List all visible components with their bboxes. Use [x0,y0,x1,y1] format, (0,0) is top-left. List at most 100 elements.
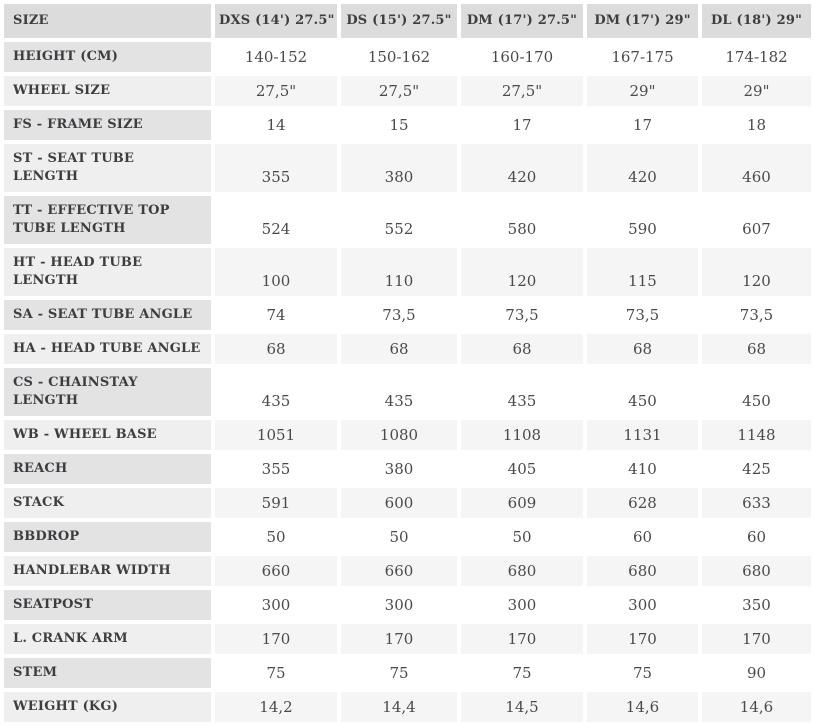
cell: 75 [215,658,337,688]
cell: 170 [461,624,583,654]
cell: 1051 [215,420,337,450]
row-label: REACH [4,454,211,484]
cell: 29" [587,76,698,106]
cell: 580 [461,196,583,244]
cell: 14 [215,110,337,140]
table-row: HANDLEBAR WIDTH 660 660 680 680 680 [4,556,811,586]
table-row: WHEEL SIZE 27,5" 27,5" 27,5" 29" 29" [4,76,811,106]
cell: 435 [461,368,583,416]
table-body: HEIGHT (CM) 140-152 150-162 160-170 167-175 1… [4,42,811,722]
cell: 120 [702,248,811,296]
column-header-dm-29: DM (17') 29" [587,4,698,38]
row-label: L. CRANK ARM [4,624,211,654]
cell: 73,5 [461,300,583,330]
cell: 607 [702,196,811,244]
table-row: HA - HEAD TUBE ANGLE 68 68 68 68 68 [4,334,811,364]
cell: 170 [702,624,811,654]
cell: 174-182 [702,42,811,72]
table-row: CS - CHAINSTAY LENGTH 435 435 435 450 450 [4,368,811,416]
cell: 167-175 [587,42,698,72]
cell: 60 [702,522,811,552]
cell: 300 [461,590,583,620]
cell: 68 [461,334,583,364]
cell: 300 [215,590,337,620]
cell: 60 [587,522,698,552]
cell: 14,4 [341,692,457,722]
cell: 380 [341,454,457,484]
cell: 120 [461,248,583,296]
cell: 75 [461,658,583,688]
cell: 73,5 [587,300,698,330]
cell: 660 [341,556,457,586]
row-label: ST - SEAT TUBE LENGTH [4,144,211,192]
cell: 628 [587,488,698,518]
cell: 150-162 [341,42,457,72]
table-row: ST - SEAT TUBE LENGTH 355 380 420 420 460 [4,144,811,192]
cell: 680 [587,556,698,586]
row-label: SEATPOST [4,590,211,620]
cell: 380 [341,144,457,192]
cell: 140-152 [215,42,337,72]
cell: 75 [587,658,698,688]
cell: 435 [341,368,457,416]
cell: 1080 [341,420,457,450]
cell: 50 [461,522,583,552]
cell: 75 [341,658,457,688]
cell: 14,6 [702,692,811,722]
cell: 609 [461,488,583,518]
row-label: HA - HEAD TUBE ANGLE [4,334,211,364]
table-row: HT - HEAD TUBE LENGTH 100 110 120 115 120 [4,248,811,296]
cell: 633 [702,488,811,518]
cell: 73,5 [341,300,457,330]
cell: 14,6 [587,692,698,722]
cell: 524 [215,196,337,244]
cell: 420 [587,144,698,192]
table-row: STEM 75 75 75 75 90 [4,658,811,688]
cell: 660 [215,556,337,586]
cell: 425 [702,454,811,484]
cell: 552 [341,196,457,244]
size-column-header: SIZE [4,4,211,38]
cell: 1131 [587,420,698,450]
table-row: REACH 355 380 405 410 425 [4,454,811,484]
cell: 27,5" [341,76,457,106]
cell: 27,5" [215,76,337,106]
row-label: HT - HEAD TUBE LENGTH [4,248,211,296]
cell: 14,5 [461,692,583,722]
row-label: HANDLEBAR WIDTH [4,556,211,586]
column-header-dxs: DXS (14') 27.5" [215,4,337,38]
cell: 410 [587,454,698,484]
row-label: HEIGHT (CM) [4,42,211,72]
table-row: TT - EFFECTIVE TOP TUBE LENGTH 524 552 580 5… [4,196,811,244]
cell: 27,5" [461,76,583,106]
cell: 355 [215,144,337,192]
cell: 74 [215,300,337,330]
cell: 170 [587,624,698,654]
cell: 590 [587,196,698,244]
row-label: CS - CHAINSTAY LENGTH [4,368,211,416]
cell: 300 [341,590,457,620]
table-row: BBDROP 50 50 50 60 60 [4,522,811,552]
cell: 170 [215,624,337,654]
cell: 450 [587,368,698,416]
cell: 68 [215,334,337,364]
cell: 100 [215,248,337,296]
table-header: SIZE DXS (14') 27.5" DS (15') 27.5" DM (… [4,4,811,38]
row-label: BBDROP [4,522,211,552]
table-row: WB - WHEEL BASE 1051 1080 1108 1131 1148 [4,420,811,450]
row-label: WEIGHT (KG) [4,692,211,722]
column-header-ds: DS (15') 27.5" [341,4,457,38]
cell: 50 [341,522,457,552]
cell: 591 [215,488,337,518]
table-row: L. CRANK ARM 170 170 170 170 170 [4,624,811,654]
row-label: WHEEL SIZE [4,76,211,106]
cell: 450 [702,368,811,416]
cell: 14,2 [215,692,337,722]
row-label: FS - FRAME SIZE [4,110,211,140]
cell: 50 [215,522,337,552]
cell: 170 [341,624,457,654]
column-header-dm-275: DM (17') 27.5" [461,4,583,38]
cell: 110 [341,248,457,296]
table-row: WEIGHT (KG) 14,2 14,4 14,5 14,6 14,6 [4,692,811,722]
